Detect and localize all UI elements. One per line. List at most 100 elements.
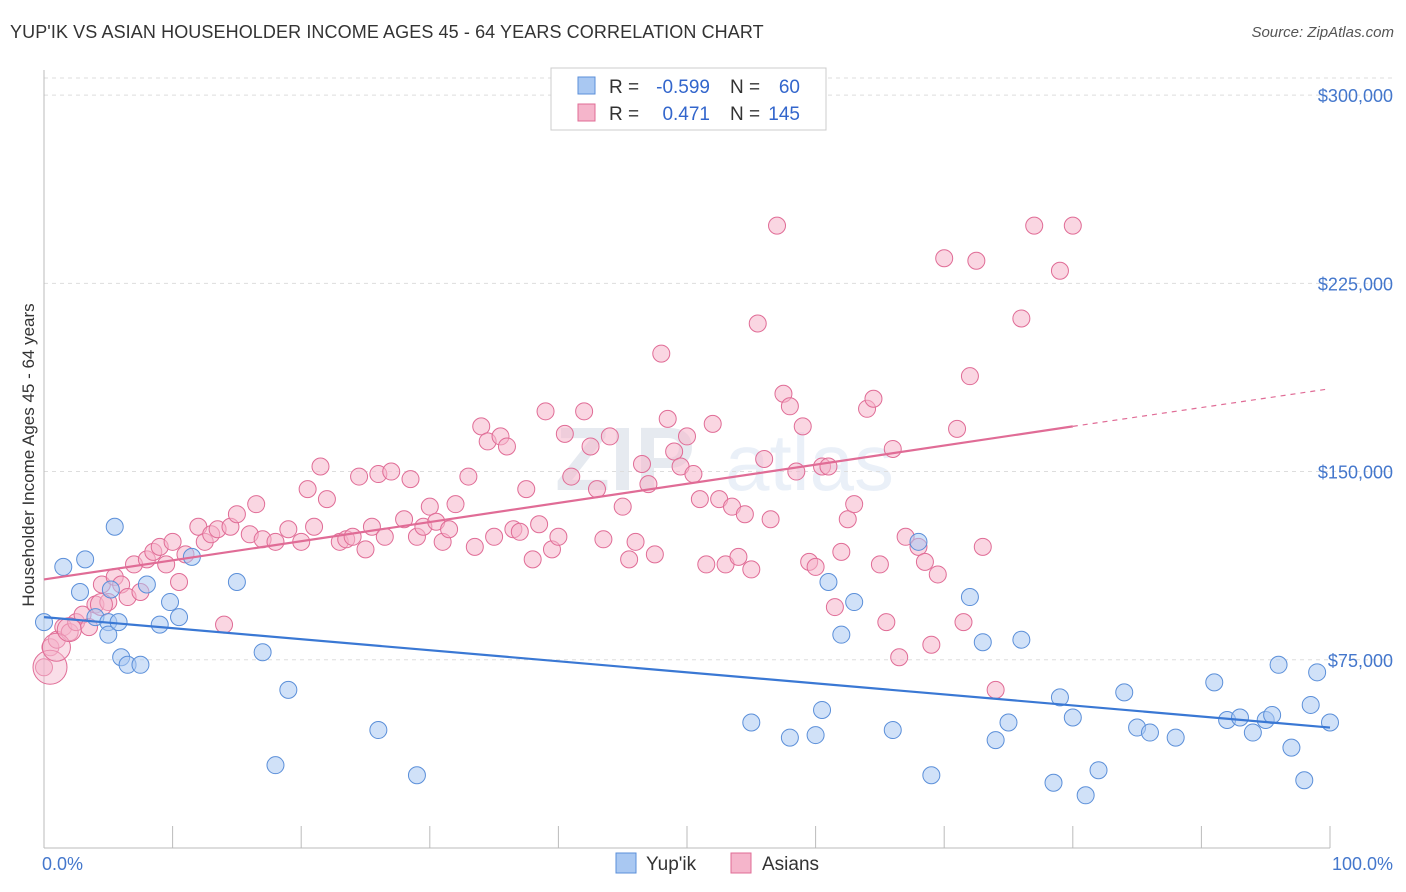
- bottom-legend-label-asians: Asians: [762, 854, 819, 875]
- yupik-point-27: [813, 700, 832, 719]
- yupik-point-23: [407, 766, 426, 785]
- asians-point-103: [761, 510, 780, 529]
- yupik-point-56: [1295, 771, 1314, 790]
- legend-n-label-2: N =: [730, 104, 760, 125]
- yupik-point-12: [131, 655, 150, 674]
- asians-point-72: [549, 527, 568, 546]
- asians-point-42: [343, 527, 362, 546]
- asians-point-59: [465, 537, 484, 556]
- asians-point-86: [652, 344, 671, 363]
- yupik-point-47: [1166, 728, 1185, 747]
- yupik-point-31: [883, 721, 902, 740]
- yupik-point-13: [137, 575, 156, 594]
- asians-point-114: [832, 542, 851, 561]
- grid-lines: [44, 77, 1392, 661]
- yupik-point-50: [1230, 708, 1249, 727]
- asians-point-74: [562, 467, 581, 486]
- yupik-point-26: [806, 726, 825, 745]
- yupik-point-37: [999, 713, 1018, 732]
- yupik-point-59: [1321, 713, 1339, 732]
- legend-n-value-2: 145: [768, 104, 800, 125]
- asians-point-58: [459, 467, 478, 486]
- asians-point-115: [838, 510, 857, 529]
- asians-point-27: [215, 615, 234, 634]
- correlation-legend: R = -0.599 N = 60 R = 0.471 N = 145: [550, 67, 827, 131]
- asians-point-128: [935, 249, 954, 268]
- asians-point-104: [768, 216, 787, 235]
- source-label: Source: ZipAtlas.com: [1251, 24, 1394, 41]
- asians-point-50: [401, 470, 420, 489]
- asians-point-99: [735, 505, 754, 524]
- yupik-point-2: [71, 583, 90, 602]
- asians-point-0: [35, 658, 53, 677]
- asians-point-85: [645, 545, 664, 564]
- asians-point-33: [266, 532, 285, 551]
- asians-point-49: [395, 510, 414, 529]
- asians-point-21: [170, 572, 189, 591]
- asians-point-79: [600, 427, 619, 446]
- yupik-point-21: [279, 680, 298, 699]
- y-tick-label-1: $150,000: [1318, 463, 1393, 483]
- legend-swatch-yupik: [577, 76, 596, 95]
- yupik-point-29: [832, 625, 851, 644]
- yupik-points: [35, 517, 1339, 805]
- asians-point-68: [523, 550, 542, 569]
- asians-point-81: [620, 550, 639, 569]
- asians-point-69: [530, 515, 549, 534]
- yupik-point-58: [1308, 663, 1327, 682]
- asians-point-101: [748, 314, 767, 333]
- yupik-point-30: [845, 593, 864, 612]
- asians-point-76: [581, 437, 600, 456]
- asians-point-132: [967, 251, 986, 270]
- asians-point-31: [247, 495, 266, 514]
- asians-point-133: [973, 537, 992, 556]
- asians-point-75: [575, 402, 594, 421]
- yupik-point-32: [909, 532, 928, 551]
- yupik-point-40: [1050, 688, 1069, 707]
- asians-point-44: [356, 540, 375, 559]
- asians-point-138: [1063, 216, 1082, 235]
- asians-point-53: [420, 497, 439, 516]
- tick-labels: $75,000 $150,000 $225,000 $300,000 0.0% 100.0…: [42, 86, 1393, 874]
- asians-point-70: [536, 402, 555, 421]
- legend-n-label-1: N =: [730, 77, 760, 98]
- asians-point-100: [742, 560, 761, 579]
- yupik-point-14: [150, 615, 169, 634]
- yupik-point-22: [369, 721, 388, 740]
- asians-point-29: [227, 505, 246, 524]
- asians-point-98: [729, 547, 748, 566]
- chart-title: YUP'IK VS ASIAN HOUSEHOLDER INCOME AGES …: [10, 22, 764, 42]
- asians-point-57: [446, 495, 465, 514]
- asians-point-91: [684, 465, 703, 484]
- asians-point-119: [870, 555, 889, 574]
- yupik-point-16: [170, 608, 189, 627]
- yupik-point-38: [1012, 630, 1031, 649]
- yupik-point-42: [1076, 786, 1095, 805]
- y-tick-label-3: $300,000: [1318, 86, 1393, 106]
- yupik-point-7: [101, 580, 120, 599]
- asians-point-20: [163, 532, 182, 551]
- asians-point-120: [877, 613, 896, 632]
- asians-point-87: [658, 409, 677, 428]
- asians-point-34: [279, 520, 298, 539]
- y-tick-label-0: $75,000: [1328, 651, 1393, 671]
- x-tick-label-max: 100.0%: [1332, 854, 1393, 874]
- svg-text:atlas: atlas: [725, 418, 894, 507]
- yupik-point-6: [99, 625, 118, 644]
- asians-point-110: [806, 557, 825, 576]
- asians-points: [32, 216, 1082, 699]
- asians-point-64: [497, 437, 516, 456]
- asians-point-88: [665, 442, 684, 461]
- yupik-point-57: [1301, 695, 1320, 714]
- asians-cluster-point-0: [32, 649, 68, 685]
- legend-r-value-2: 0.471: [662, 104, 710, 125]
- legend-r-label-1: R =: [609, 77, 639, 98]
- asians-point-134: [986, 680, 1005, 699]
- bottom-legend-label-yupik: Yup'ik: [646, 854, 697, 875]
- bottom-legend-swatch-asians: [730, 852, 752, 874]
- legend-r-value-1: -0.599: [656, 77, 710, 98]
- yupik-point-48: [1205, 673, 1224, 692]
- yupik-point-24: [742, 713, 761, 732]
- series-legend: Yup'ik Asians: [615, 852, 819, 875]
- yupik-trend-line: [43, 616, 1331, 729]
